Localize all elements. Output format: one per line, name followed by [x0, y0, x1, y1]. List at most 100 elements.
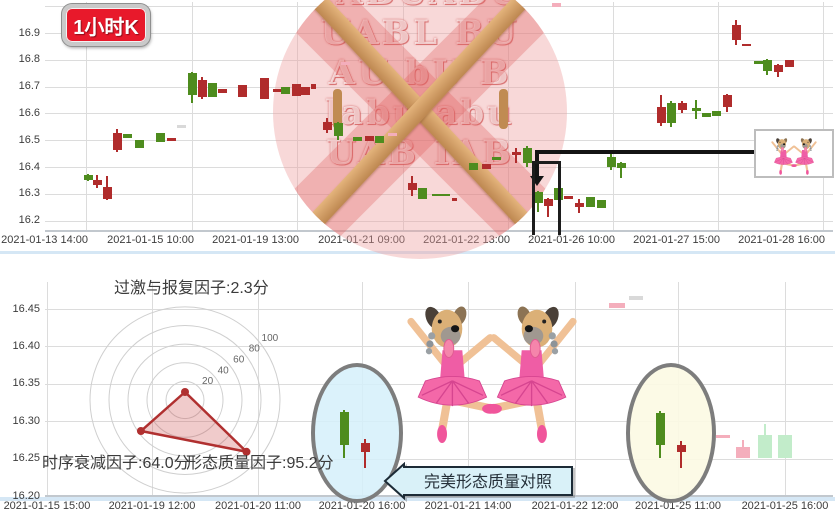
- candle-body: [716, 434, 730, 438]
- candle-body: [102, 187, 112, 200]
- y-axis-tick-label: 16.45: [12, 302, 40, 315]
- pattern-bracket-annotation: [532, 161, 561, 235]
- candle-body: [511, 151, 521, 155]
- candle-body: [736, 447, 750, 458]
- candle-body: [280, 86, 290, 95]
- candle-body: [207, 83, 217, 98]
- watermark-letter-row: AU bU B: [328, 53, 512, 93]
- top-x-axis-line: [45, 230, 833, 232]
- radar-ring: [89, 306, 281, 494]
- candle-body: [596, 199, 606, 208]
- candle-body: [176, 125, 186, 129]
- candle-body: [374, 135, 384, 143]
- sword-guard-icon: [333, 89, 342, 129]
- candle-body: [310, 83, 316, 90]
- y-axis-tick-label: 16.6: [18, 106, 40, 119]
- gridline-horizontal: [45, 113, 833, 115]
- timeframe-badge: 1小时K: [62, 4, 150, 46]
- candle-body: [563, 196, 573, 200]
- candle-body: [166, 138, 176, 141]
- y-axis-tick-label: 16.35: [12, 377, 40, 390]
- radar-ring: [108, 325, 262, 475]
- candle-body: [762, 59, 772, 71]
- x-axis-tick-label: 2021-01-21 14:00: [424, 500, 512, 512]
- callout-arrow-left-icon: [383, 462, 573, 500]
- x-axis-tick-label: 2021-01-21 09:00: [318, 234, 405, 246]
- candle-body: [237, 84, 247, 98]
- candle-body: [155, 132, 165, 143]
- candle-body: [300, 86, 310, 95]
- x-axis-tick-label: 2021-01-27 15:00: [633, 234, 720, 246]
- y-axis-tick-label: 16.30: [12, 414, 40, 427]
- candle-body: [291, 83, 301, 96]
- candle-body: [731, 24, 741, 40]
- candle-body: [387, 132, 397, 136]
- x-axis-tick-label: 2021-01-13 14:00: [1, 234, 88, 246]
- gridline-vertical: [258, 282, 259, 496]
- candle-body: [629, 295, 643, 301]
- radar-ring: [165, 380, 205, 420]
- candle-body: [722, 94, 732, 107]
- gridline-horizontal: [45, 346, 833, 348]
- candle-body: [217, 89, 227, 94]
- candle-body: [606, 157, 616, 167]
- candle-body: [574, 202, 584, 208]
- y-axis-tick-label: 16.40: [12, 339, 40, 352]
- pattern-highlight-ellipse-right: [626, 363, 716, 503]
- candle-body: [364, 135, 374, 141]
- x-axis-tick-label: 2021-01-20 16:00: [318, 500, 406, 512]
- candle-body: [339, 412, 349, 446]
- x-axis-tick-label: 2021-01-26 10:00: [528, 234, 615, 246]
- y-axis-tick-label: 16.25: [12, 452, 40, 465]
- x-axis-tick-label: 2021-01-15 10:00: [107, 234, 194, 246]
- candle-body: [778, 434, 792, 458]
- candle-body: [440, 193, 450, 197]
- candle-body: [691, 108, 701, 111]
- x-axis-tick-label: 2021-01-22 12:00: [531, 500, 619, 512]
- gridline-horizontal: [45, 33, 833, 34]
- x-axis-tick-label: 2021-01-20 11:00: [214, 500, 302, 512]
- candle-body: [758, 434, 772, 458]
- top-axis-blue-band: [0, 251, 835, 254]
- gridline-vertical: [823, 2, 824, 230]
- y-axis-tick-label: 16.2: [18, 214, 40, 227]
- radar-ring-tick-label: 80: [249, 344, 261, 355]
- gridline-vertical: [297, 2, 298, 230]
- gridline-horizontal: [45, 421, 833, 423]
- ballet-dancers-thumbnail-image: [759, 135, 829, 176]
- radar-ring-tick-label: 100: [262, 333, 279, 344]
- candle-body: [360, 442, 370, 452]
- y-axis-tick-label: 16.8: [18, 53, 40, 66]
- annotation-arrow-down-icon: [530, 176, 544, 186]
- candle-body: [83, 175, 93, 180]
- x-axis-tick-label: 2021-01-19 12:00: [108, 500, 196, 512]
- hourly-kline-chart: 16.9 16.8 16.7 16.6 16.5 16.4 16.3 16.2 2021-01-…: [0, 0, 835, 259]
- radar-ring: [146, 362, 224, 438]
- candle-wick: [364, 439, 366, 469]
- watermark-letter-row: IABUABU: [273, 0, 567, 13]
- radar-ring-tick-label: 60: [233, 355, 245, 366]
- radar-factor-polygon: [139, 390, 248, 454]
- gridline-vertical: [192, 2, 193, 230]
- x-axis-tick-label: 2021-01-15 15:00: [3, 500, 91, 512]
- annotation-pointer-line: [536, 150, 755, 154]
- callout-label: 完美形态质量对照: [424, 473, 552, 491]
- candle-body: [656, 106, 666, 124]
- gridline-vertical: [575, 282, 576, 496]
- bottom-axis-blue-band: [0, 497, 835, 501]
- radar-ring-tick-label: 20: [202, 376, 214, 387]
- gridline-vertical: [86, 2, 87, 230]
- candle-body: [352, 136, 362, 141]
- gridline-horizontal: [45, 167, 833, 168]
- candle-body: [431, 193, 441, 197]
- dog-ballerina-dancers: [402, 292, 582, 450]
- candle-body: [481, 164, 491, 170]
- candle-body: [187, 73, 197, 95]
- candle-wick: [515, 148, 517, 163]
- candle-body: [491, 157, 501, 161]
- perfect-pattern-callout: 完美形态质量对照: [383, 462, 573, 500]
- factor-label-time-decay: 时序衰减因子:64.0分: [42, 455, 190, 472]
- factor-label-pattern-quality: 形态质量因子:95.2分: [186, 455, 334, 472]
